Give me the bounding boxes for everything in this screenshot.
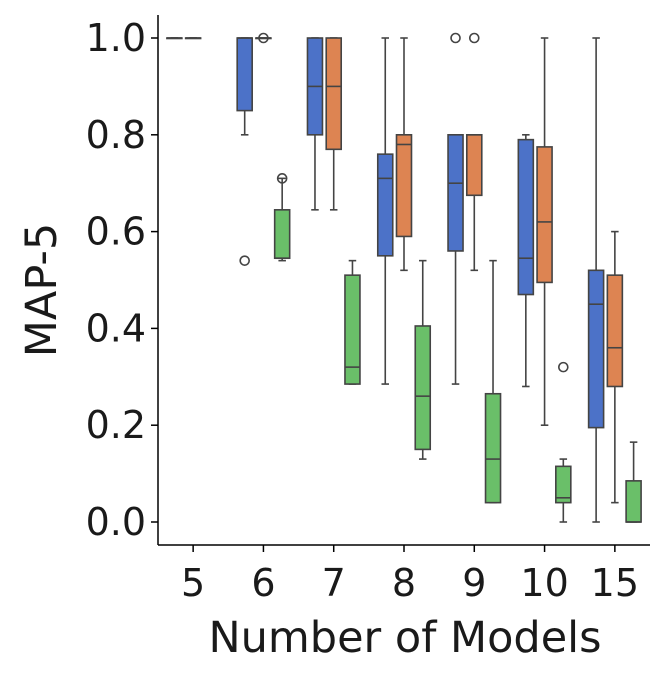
x-tick-label: 9 [462, 561, 486, 605]
box-series-2-9 [465, 32, 483, 272]
outlier-point [558, 361, 569, 373]
x-axis-title: Number of Models [208, 613, 601, 663]
outlier-point [276, 173, 288, 184]
box-series-3-6 [273, 173, 291, 262]
x-tick-label: 5 [181, 561, 205, 605]
box-iqr [536, 146, 553, 284]
box-series-1-5 [166, 37, 183, 40]
box-iqr [344, 274, 361, 385]
box-series-1-15 [587, 37, 605, 523]
box-iqr [587, 269, 605, 429]
x-tick-label: 15 [591, 561, 639, 605]
y-tick-label: 0.4 [86, 306, 146, 350]
x-tick-label: 8 [392, 561, 416, 605]
box-iqr [625, 480, 642, 523]
box-iqr [517, 138, 535, 296]
box-series-2-6 [255, 32, 272, 44]
y-tick-label: 0.2 [86, 403, 146, 447]
box-series-2-7 [325, 37, 343, 211]
box-series-1-9 [447, 32, 464, 385]
box-series-3-10 [555, 361, 572, 523]
plot-area [166, 32, 642, 523]
outlier-point [450, 32, 461, 44]
box-iqr [447, 134, 464, 252]
box-series-1-7 [306, 37, 324, 211]
x-tick-label: 6 [251, 561, 275, 605]
box-series-2-15 [606, 230, 624, 504]
y-tick-label: 0.8 [86, 113, 146, 157]
box-iqr [414, 325, 432, 451]
box-iqr [606, 274, 624, 388]
box-series-3-15 [625, 441, 642, 523]
y-tick-label: 0.0 [86, 500, 146, 544]
box-series-2-10 [536, 37, 553, 427]
box-iqr [465, 134, 483, 197]
x-tick-label: 10 [520, 561, 568, 605]
axes: 0.0 0.2 0.4 0.6 0.8 1.0 5 6 7 8 9 10 15 [86, 15, 650, 605]
box-series-3-7 [344, 259, 361, 385]
box-iqr [395, 134, 413, 238]
box-iqr [484, 392, 502, 504]
box-series-1-8 [376, 37, 394, 385]
outlier-point [468, 32, 480, 44]
y-axis-title: MAP-5 [17, 223, 67, 357]
box-iqr [325, 37, 343, 151]
box-series-1-10 [517, 134, 535, 388]
box-series-2-5 [184, 37, 202, 40]
x-tick-label: 7 [322, 561, 346, 605]
box-iqr [273, 209, 291, 260]
box-iqr [555, 465, 572, 504]
outlier-point [239, 255, 250, 266]
box-series-3-8 [414, 259, 432, 460]
box-iqr [376, 153, 394, 257]
y-tick-label: 0.6 [86, 210, 146, 254]
y-tick-label: 1.0 [86, 16, 146, 60]
box-series-3-9 [484, 259, 502, 504]
outlier-point [258, 32, 269, 44]
box-series-2-8 [395, 37, 413, 272]
box-series-1-6 [236, 37, 253, 266]
box-iqr [236, 37, 253, 112]
